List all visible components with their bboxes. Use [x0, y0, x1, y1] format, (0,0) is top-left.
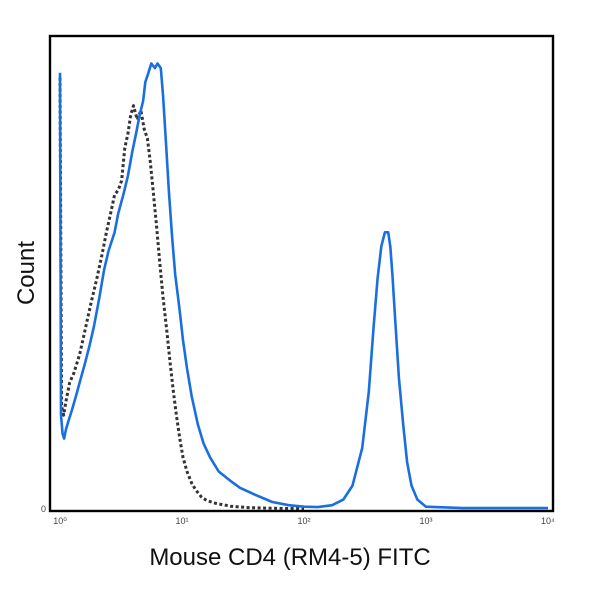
- series-layer: [58, 62, 548, 510]
- series-line-stained: [58, 62, 548, 510]
- y-tick-label: 0: [41, 504, 46, 514]
- series-line-isotype-control: [58, 77, 304, 510]
- x-tick-label: 10¹: [175, 516, 188, 526]
- y-tick-labels: 0: [41, 504, 46, 514]
- plot-frame: [48, 34, 555, 513]
- y-axis-label: Count: [13, 241, 40, 305]
- x-tick-label: 10³: [419, 516, 432, 526]
- x-tick-label: 10⁰: [53, 516, 67, 526]
- x-tick-labels: 10⁰ 10¹ 10² 10³ 10⁴: [53, 516, 555, 526]
- x-tick-label: 10²: [297, 516, 310, 526]
- x-tick-label: 10⁴: [541, 516, 555, 526]
- x-axis-label: Mouse CD4 (RM4-5) FITC: [149, 544, 430, 571]
